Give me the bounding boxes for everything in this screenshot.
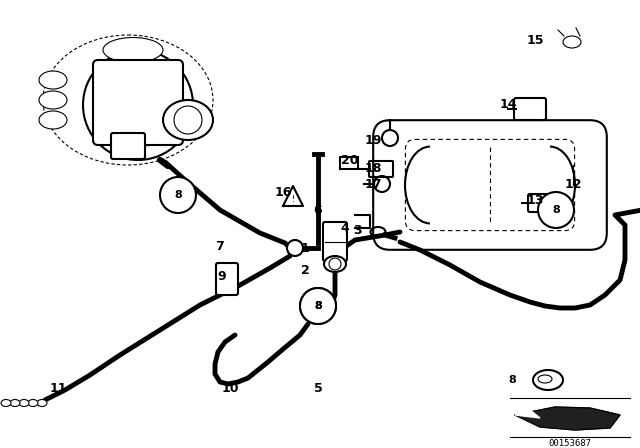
Text: 10: 10 [221, 382, 239, 395]
Ellipse shape [10, 400, 20, 406]
Ellipse shape [39, 111, 67, 129]
Circle shape [287, 240, 303, 256]
Circle shape [538, 192, 574, 228]
Ellipse shape [37, 400, 47, 406]
Text: 17: 17 [364, 178, 381, 191]
Text: 4: 4 [340, 221, 349, 234]
Text: 00153687: 00153687 [548, 439, 591, 448]
Text: 1: 1 [301, 241, 309, 254]
Text: 12: 12 [564, 178, 582, 191]
FancyBboxPatch shape [93, 60, 183, 145]
Ellipse shape [39, 91, 67, 109]
Ellipse shape [1, 400, 11, 406]
FancyBboxPatch shape [528, 194, 552, 212]
Text: 9: 9 [218, 270, 227, 283]
Text: !: ! [291, 195, 294, 204]
FancyBboxPatch shape [111, 133, 145, 159]
Circle shape [300, 288, 336, 324]
Ellipse shape [28, 400, 38, 406]
FancyBboxPatch shape [373, 120, 607, 250]
Text: 19: 19 [364, 134, 381, 146]
Bar [340, 157, 358, 169]
Text: 8: 8 [174, 190, 182, 200]
Text: 2: 2 [301, 263, 309, 276]
FancyBboxPatch shape [323, 222, 347, 261]
Polygon shape [515, 410, 540, 418]
Text: 8: 8 [314, 301, 322, 311]
Text: 18: 18 [364, 161, 381, 175]
Text: 11: 11 [49, 382, 67, 395]
Ellipse shape [324, 256, 346, 272]
Circle shape [160, 177, 196, 213]
Text: 20: 20 [341, 154, 359, 167]
Text: 3: 3 [354, 224, 362, 237]
Text: 8: 8 [508, 375, 516, 385]
FancyBboxPatch shape [216, 263, 238, 295]
Text: 16: 16 [275, 185, 292, 198]
Ellipse shape [163, 100, 213, 140]
Text: 13: 13 [526, 194, 544, 207]
Text: 8: 8 [314, 301, 322, 311]
Text: 6: 6 [314, 203, 323, 216]
Ellipse shape [39, 71, 67, 89]
Text: 15: 15 [526, 34, 544, 47]
Text: 7: 7 [216, 240, 225, 253]
Circle shape [300, 288, 336, 324]
Text: 8: 8 [552, 205, 560, 215]
Ellipse shape [103, 38, 163, 63]
Polygon shape [515, 407, 620, 430]
Ellipse shape [19, 400, 29, 406]
Text: 14: 14 [499, 99, 516, 112]
Text: 5: 5 [314, 382, 323, 395]
